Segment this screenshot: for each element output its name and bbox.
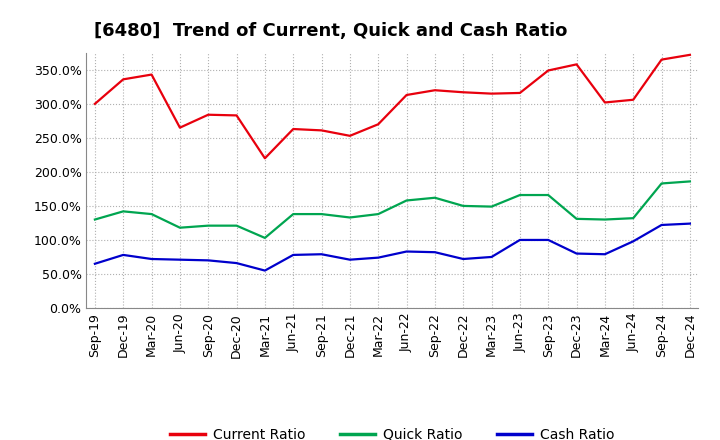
Cash Ratio <box>487 254 496 260</box>
Cash Ratio <box>233 260 241 266</box>
Cash Ratio <box>544 237 552 242</box>
Current Ratio <box>148 72 156 77</box>
Quick Ratio <box>685 179 694 184</box>
Cash Ratio <box>657 222 666 227</box>
Current Ratio <box>261 156 269 161</box>
Quick Ratio <box>261 235 269 241</box>
Cash Ratio <box>119 252 127 257</box>
Cash Ratio <box>629 238 637 244</box>
Quick Ratio <box>91 217 99 222</box>
Quick Ratio <box>459 203 467 209</box>
Cash Ratio <box>572 251 581 256</box>
Current Ratio <box>402 92 411 98</box>
Current Ratio <box>374 121 382 127</box>
Cash Ratio <box>516 237 524 242</box>
Current Ratio <box>176 125 184 130</box>
Current Ratio <box>657 57 666 62</box>
Current Ratio <box>516 90 524 95</box>
Current Ratio <box>685 52 694 58</box>
Cash Ratio <box>402 249 411 254</box>
Quick Ratio <box>629 216 637 221</box>
Current Ratio <box>600 100 609 105</box>
Current Ratio <box>318 128 326 133</box>
Current Ratio <box>346 133 354 139</box>
Current Ratio <box>487 91 496 96</box>
Line: Current Ratio: Current Ratio <box>95 55 690 158</box>
Quick Ratio <box>318 212 326 217</box>
Quick Ratio <box>431 195 439 200</box>
Quick Ratio <box>346 215 354 220</box>
Quick Ratio <box>148 212 156 217</box>
Cash Ratio <box>289 252 297 257</box>
Quick Ratio <box>487 204 496 209</box>
Legend: Current Ratio, Quick Ratio, Cash Ratio: Current Ratio, Quick Ratio, Cash Ratio <box>164 422 621 440</box>
Cash Ratio <box>261 268 269 273</box>
Cash Ratio <box>600 252 609 257</box>
Cash Ratio <box>459 257 467 262</box>
Cash Ratio <box>685 221 694 226</box>
Quick Ratio <box>572 216 581 221</box>
Quick Ratio <box>657 181 666 186</box>
Line: Cash Ratio: Cash Ratio <box>95 224 690 271</box>
Current Ratio <box>572 62 581 67</box>
Cash Ratio <box>431 249 439 255</box>
Quick Ratio <box>600 217 609 222</box>
Current Ratio <box>91 101 99 106</box>
Quick Ratio <box>516 192 524 198</box>
Current Ratio <box>459 90 467 95</box>
Cash Ratio <box>204 258 212 263</box>
Cash Ratio <box>374 255 382 260</box>
Quick Ratio <box>176 225 184 230</box>
Quick Ratio <box>374 212 382 217</box>
Current Ratio <box>629 97 637 103</box>
Quick Ratio <box>204 223 212 228</box>
Quick Ratio <box>233 223 241 228</box>
Quick Ratio <box>544 192 552 198</box>
Line: Quick Ratio: Quick Ratio <box>95 181 690 238</box>
Cash Ratio <box>176 257 184 262</box>
Cash Ratio <box>91 261 99 266</box>
Current Ratio <box>204 112 212 117</box>
Current Ratio <box>119 77 127 82</box>
Text: [6480]  Trend of Current, Quick and Cash Ratio: [6480] Trend of Current, Quick and Cash … <box>94 22 567 40</box>
Current Ratio <box>544 68 552 73</box>
Cash Ratio <box>346 257 354 262</box>
Quick Ratio <box>402 198 411 203</box>
Current Ratio <box>289 126 297 132</box>
Quick Ratio <box>119 209 127 214</box>
Quick Ratio <box>289 212 297 217</box>
Current Ratio <box>431 88 439 93</box>
Cash Ratio <box>148 257 156 262</box>
Cash Ratio <box>318 252 326 257</box>
Current Ratio <box>233 113 241 118</box>
